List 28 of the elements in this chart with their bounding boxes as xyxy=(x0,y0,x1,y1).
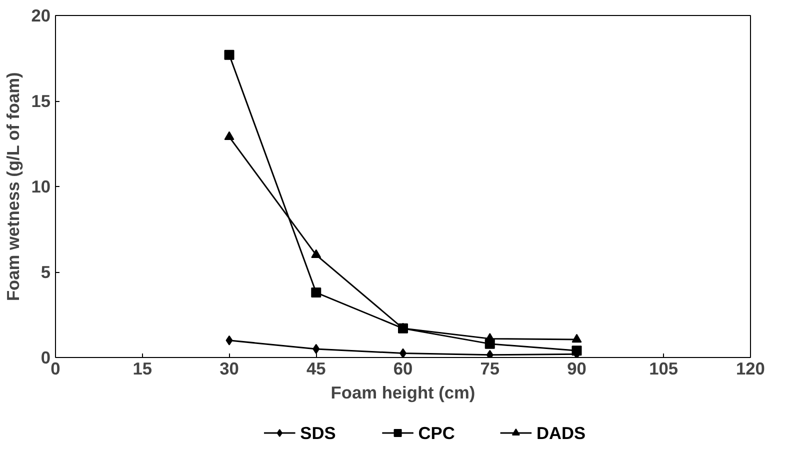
point xyxy=(224,131,234,140)
point xyxy=(572,334,582,343)
x-tick-label: 90 xyxy=(567,358,586,378)
y-axis-title: Foam wetness (g/L of foam) xyxy=(3,72,24,302)
y-tick-label: 10 xyxy=(31,176,51,196)
point xyxy=(311,288,322,298)
y-tick-label: 5 xyxy=(40,262,51,282)
point xyxy=(312,344,320,354)
x-tick-label: 105 xyxy=(649,358,678,378)
x-axis-title: Foam height (cm) xyxy=(330,382,476,402)
point xyxy=(484,332,495,342)
point xyxy=(572,346,582,356)
x-tick-label: 15 xyxy=(132,358,152,378)
legend-label: DADS xyxy=(536,423,586,443)
point xyxy=(400,348,406,358)
point xyxy=(224,50,234,60)
legend-label: SDS xyxy=(300,423,336,443)
point xyxy=(311,249,322,258)
x-tick-label: 60 xyxy=(393,358,413,378)
x-tick-label: 75 xyxy=(480,358,500,378)
y-tick-label: 20 xyxy=(31,6,51,26)
x-tick-label: 120 xyxy=(736,358,765,378)
y-tick-label: 15 xyxy=(31,91,51,111)
legend-label: CPC xyxy=(418,423,456,443)
point xyxy=(226,335,233,346)
point xyxy=(486,350,494,358)
x-tick-label: 30 xyxy=(220,358,239,378)
x-tick-label: 45 xyxy=(306,358,326,378)
